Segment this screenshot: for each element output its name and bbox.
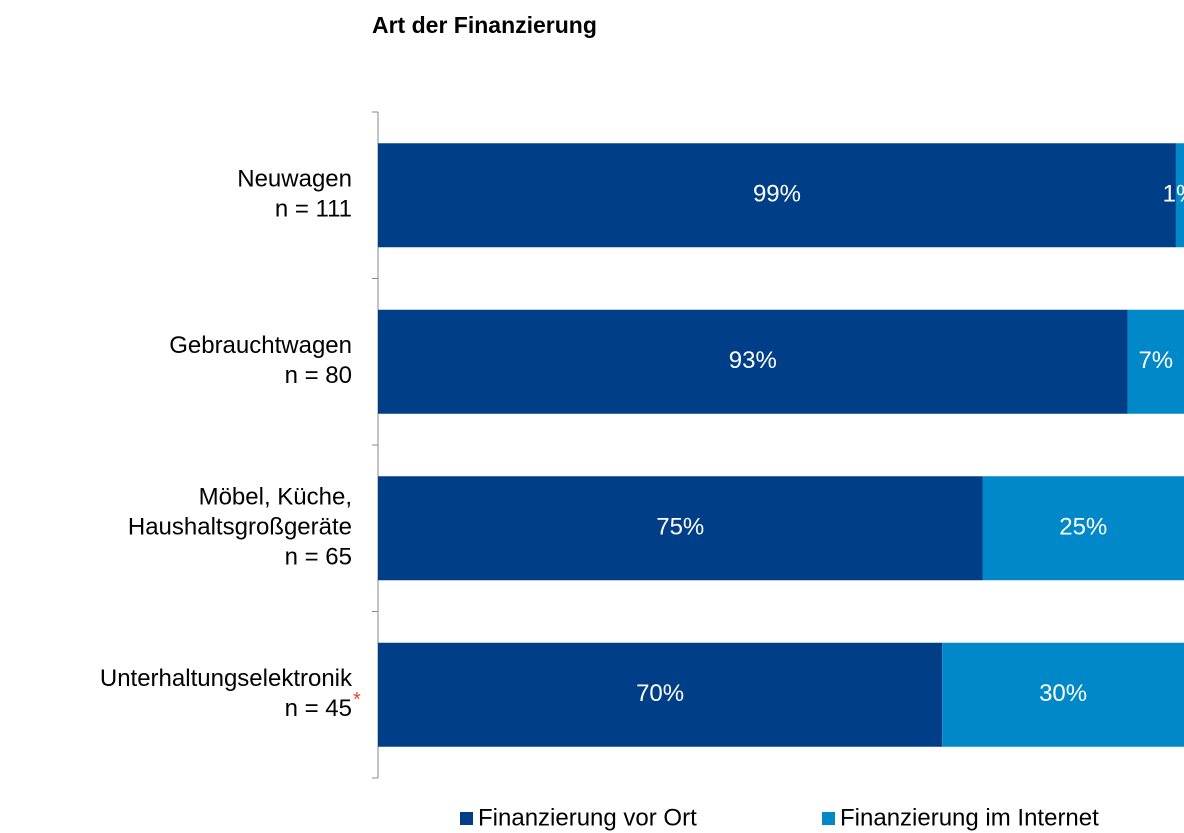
- bar-segment: [982, 476, 1184, 581]
- value-label: 7%: [1138, 347, 1173, 374]
- category-label: Möbel, Küche,: [199, 484, 352, 511]
- chart-title: Art der Finanzierung: [372, 12, 597, 38]
- value-label: 93%: [729, 347, 777, 374]
- bar-segment: [378, 642, 943, 747]
- bar-segment: [1175, 143, 1184, 248]
- legend-swatch: [822, 812, 835, 825]
- value-label: 25%: [1059, 514, 1107, 541]
- legend-swatch: [460, 812, 473, 825]
- category-label: Gebrauchtwagen: [169, 332, 352, 359]
- category-label: Unterhaltungselektronik: [100, 665, 353, 692]
- category-label: Haushaltsgroßgeräte: [128, 514, 352, 541]
- legend-label: Finanzierung im Internet: [840, 804, 1099, 831]
- value-label: 30%: [1039, 680, 1087, 707]
- bar-segment: [1127, 309, 1184, 414]
- bar-segment: [942, 642, 1184, 747]
- category-label: n = 80: [285, 362, 352, 389]
- category-label: Neuwagen: [237, 166, 352, 193]
- category-label: n = 45: [285, 695, 352, 722]
- footnote-mark: *: [353, 689, 361, 711]
- value-label: 99%: [753, 181, 801, 208]
- value-label: 75%: [656, 514, 704, 541]
- value-label: 1%: [1163, 181, 1184, 208]
- bar-segment: [378, 476, 983, 581]
- category-label: n = 111: [275, 196, 352, 223]
- bar-segment: [378, 143, 1176, 248]
- bar-segment: [378, 309, 1128, 414]
- value-label: 70%: [636, 680, 684, 707]
- category-label: n = 65: [285, 544, 352, 571]
- legend-label: Finanzierung vor Ort: [478, 804, 697, 831]
